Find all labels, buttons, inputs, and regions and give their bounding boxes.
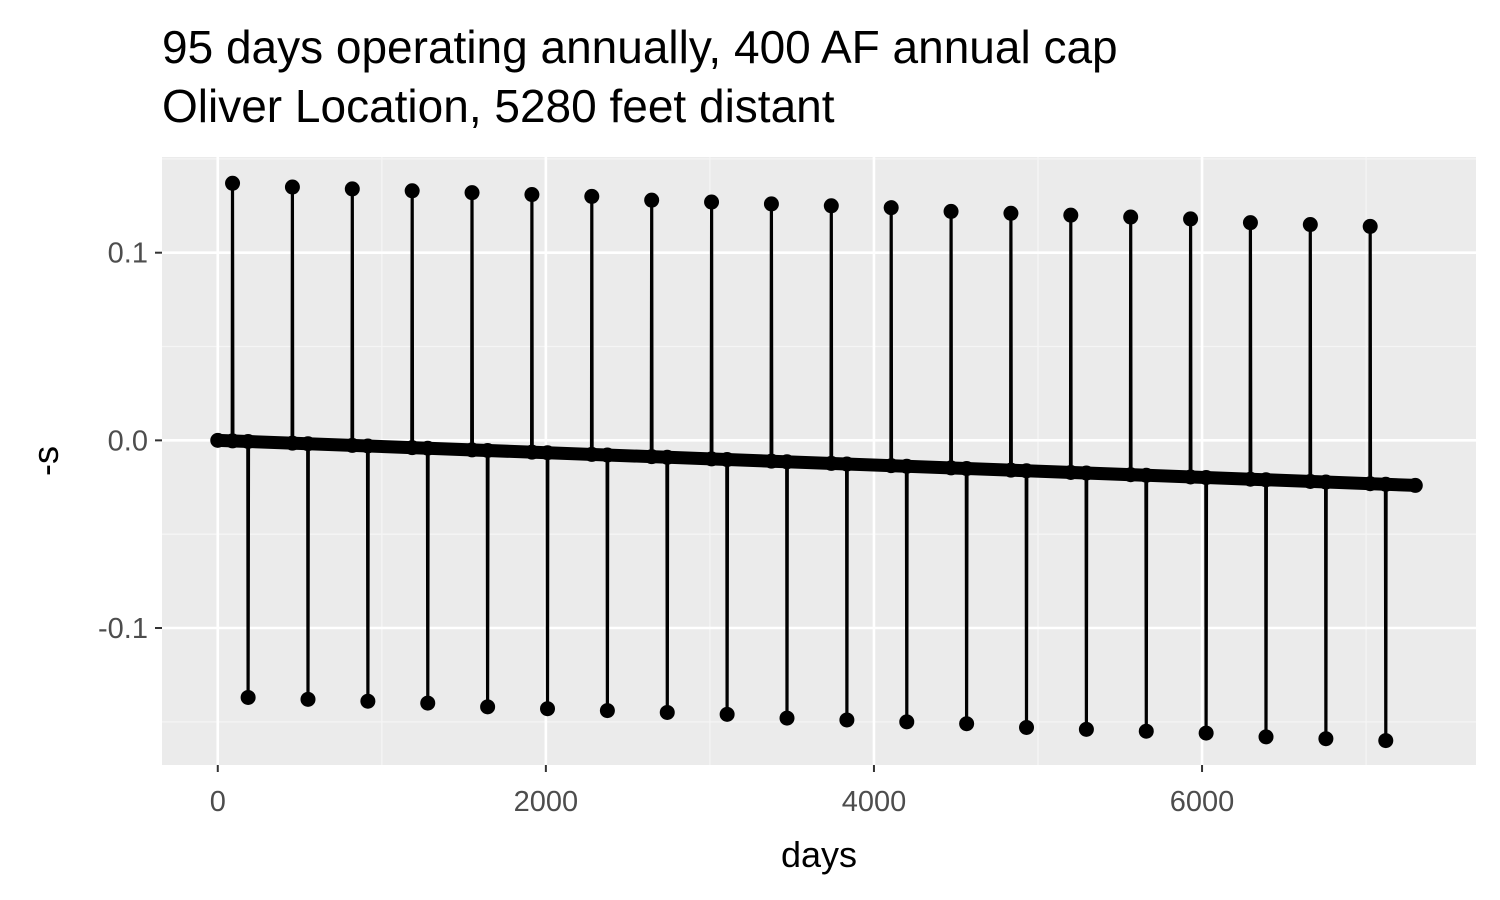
peak-point xyxy=(1123,209,1139,225)
trough-point xyxy=(1138,723,1154,739)
baseline-point xyxy=(225,433,241,449)
peak-point xyxy=(225,175,241,191)
peak-point xyxy=(584,188,600,204)
baseline-point xyxy=(823,455,839,471)
trough-point xyxy=(1378,733,1394,749)
trough-point xyxy=(1078,721,1094,737)
trough-point xyxy=(240,689,256,705)
baseline-point xyxy=(719,452,735,468)
peak-point xyxy=(943,203,959,219)
baseline-point xyxy=(763,453,779,469)
baseline-point xyxy=(1078,465,1094,481)
baseline-point xyxy=(1019,463,1035,479)
x-tick-label: 4000 xyxy=(842,786,907,818)
peak-point xyxy=(404,183,420,199)
baseline-point xyxy=(1063,464,1079,480)
peak-point xyxy=(883,200,899,216)
peak-point xyxy=(1242,215,1258,231)
baseline-point xyxy=(210,432,226,448)
peak-point xyxy=(1302,217,1318,233)
chart-title-line-1: 95 days operating annually, 400 AF annua… xyxy=(162,21,1118,73)
peak-point xyxy=(1003,205,1019,221)
series-layer xyxy=(210,175,1423,749)
baseline-point xyxy=(360,438,376,454)
peak-point xyxy=(464,185,480,201)
baseline-point xyxy=(1123,467,1139,483)
baseline-point xyxy=(420,440,436,456)
baseline-point xyxy=(644,449,660,465)
trough-point xyxy=(719,706,735,722)
baseline-point xyxy=(1183,469,1199,485)
baseline-point xyxy=(300,436,316,452)
y-axis-title: -s xyxy=(25,446,66,476)
y-tick-label: 0.1 xyxy=(108,238,148,270)
y-axis-ticks: -0.1 0.0 0.1 xyxy=(98,238,162,645)
y-tick-label: -0.1 xyxy=(98,613,148,645)
baseline-point xyxy=(584,446,600,462)
trough-point xyxy=(300,691,316,707)
peak-point xyxy=(644,192,660,208)
baseline-point xyxy=(1378,476,1394,492)
x-axis-ticks: 0 2000 4000 6000 xyxy=(210,765,1235,818)
peak-point xyxy=(823,198,839,214)
baseline-point xyxy=(704,451,720,467)
baseline-point xyxy=(1258,472,1274,488)
trough-point xyxy=(779,710,795,726)
baseline-point xyxy=(1302,473,1318,489)
peak-point xyxy=(344,181,360,197)
peak-point xyxy=(1063,207,1079,223)
baseline-point xyxy=(659,449,675,465)
baseline-point xyxy=(480,443,496,459)
peak-point xyxy=(704,194,720,210)
trough-point xyxy=(959,716,975,732)
baseline-point xyxy=(540,445,556,461)
baseline-point xyxy=(599,447,615,463)
x-tick-label: 2000 xyxy=(514,786,579,818)
baseline-point xyxy=(899,458,915,474)
trough-point xyxy=(1318,731,1334,747)
baseline-point xyxy=(240,433,256,449)
trough-point xyxy=(599,703,615,719)
peak-point xyxy=(284,179,300,195)
baseline-point xyxy=(1242,471,1258,487)
baseline-point xyxy=(883,458,899,474)
trough-point xyxy=(420,695,436,711)
baseline-point xyxy=(943,460,959,476)
baseline-point xyxy=(959,461,975,477)
trough-point xyxy=(1019,719,1035,735)
trough-point xyxy=(480,699,496,715)
baseline-point xyxy=(1362,476,1378,492)
peak-point xyxy=(1183,211,1199,227)
baseline-point xyxy=(1198,470,1214,486)
baseline-point xyxy=(839,456,855,472)
baseline-point xyxy=(344,437,360,453)
trough-point xyxy=(839,712,855,728)
baseline-point xyxy=(524,444,540,460)
trough-point xyxy=(540,701,556,717)
chart-title-line-2: Oliver Location, 5280 feet distant xyxy=(162,80,835,132)
trough-point xyxy=(1258,729,1274,745)
trough-point xyxy=(1198,725,1214,741)
baseline-point xyxy=(404,440,420,456)
baseline-point xyxy=(779,454,795,470)
series-line xyxy=(217,181,1416,743)
trough-point xyxy=(899,714,915,730)
baseline-point xyxy=(284,435,300,451)
x-tick-label: 0 xyxy=(210,786,226,818)
x-tick-label: 6000 xyxy=(1170,786,1235,818)
peak-point xyxy=(524,187,540,203)
trough-point xyxy=(659,704,675,720)
peak-point xyxy=(763,196,779,212)
peak-point xyxy=(1362,218,1378,234)
baseline-point xyxy=(1407,477,1423,493)
y-tick-label: 0.0 xyxy=(108,425,148,457)
baseline-point xyxy=(1318,474,1334,490)
trough-point xyxy=(360,693,376,709)
baseline-point xyxy=(1003,462,1019,478)
baseline-point xyxy=(1138,467,1154,483)
x-axis-title: days xyxy=(781,834,857,875)
baseline-point xyxy=(464,442,480,458)
